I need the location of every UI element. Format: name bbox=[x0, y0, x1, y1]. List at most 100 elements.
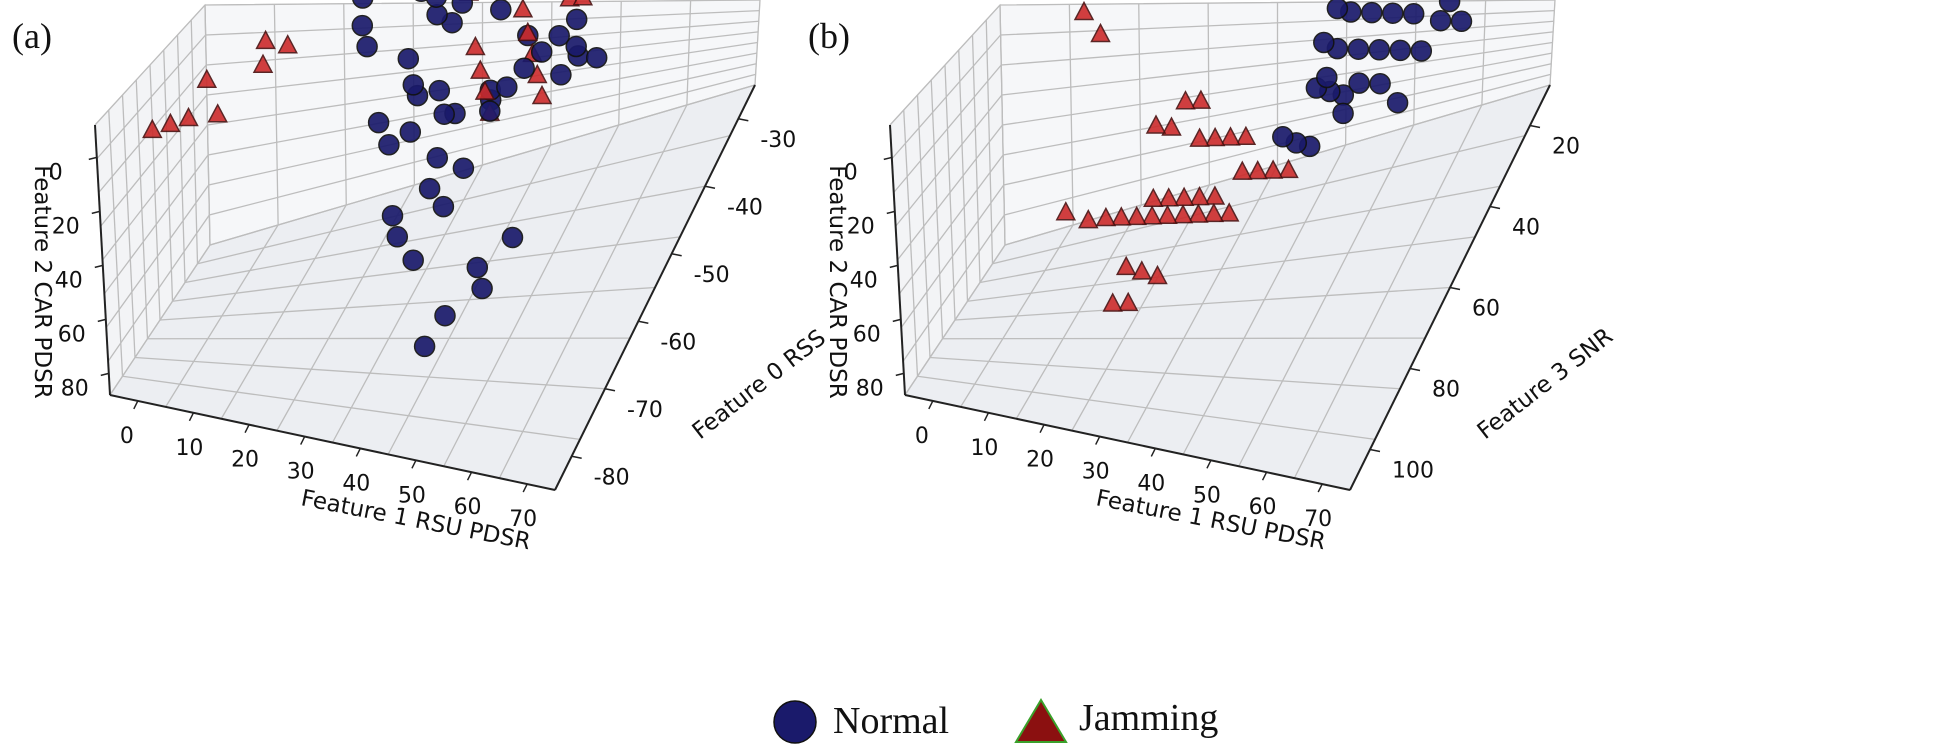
y-tick-label: 40 bbox=[1512, 216, 1540, 241]
y-tick-label: -80 bbox=[594, 465, 630, 490]
jamming-point bbox=[1158, 187, 1179, 207]
normal-point bbox=[428, 79, 451, 102]
jamming-point bbox=[1173, 186, 1195, 206]
jamming-point bbox=[1102, 292, 1123, 312]
x-tick-mark bbox=[1261, 471, 1268, 481]
jamming-point bbox=[1204, 126, 1226, 147]
jamming-point bbox=[1131, 260, 1153, 280]
x-tick-label: 0 bbox=[915, 424, 929, 449]
jamming-point bbox=[1111, 206, 1132, 226]
normal-point bbox=[1347, 38, 1370, 60]
normal-point bbox=[548, 24, 570, 47]
legend-jamming-label: Jamming bbox=[1079, 697, 1218, 739]
y-tick-label: -50 bbox=[694, 263, 730, 288]
normal-point bbox=[432, 195, 455, 218]
normal-point bbox=[1316, 66, 1338, 89]
z-tick-mark bbox=[100, 372, 109, 377]
gridline bbox=[176, 34, 186, 283]
z-tick-mark bbox=[97, 318, 106, 323]
normal-point bbox=[466, 256, 489, 279]
jamming-point bbox=[1188, 203, 1209, 223]
jamming-point bbox=[255, 29, 276, 50]
jamming-point bbox=[178, 106, 199, 127]
normal-point bbox=[356, 35, 378, 58]
legend-normal-label: Normal bbox=[833, 700, 949, 742]
gridline bbox=[184, 185, 706, 284]
normal-point bbox=[513, 57, 535, 79]
y-tick-mark bbox=[1409, 367, 1421, 372]
axis-line bbox=[554, 84, 756, 491]
jamming-point bbox=[1189, 127, 1210, 147]
z-tick-label: 40 bbox=[850, 268, 878, 293]
jamming-point bbox=[1073, 0, 1095, 21]
z-tick-mark bbox=[886, 210, 895, 215]
y-tick-mark bbox=[604, 388, 616, 392]
z-tick-mark bbox=[94, 264, 103, 269]
x-tick-mark bbox=[133, 400, 139, 410]
jamming-point bbox=[1157, 204, 1178, 224]
gridline bbox=[172, 236, 681, 302]
z-tick-label: 60 bbox=[853, 322, 881, 347]
normal-point bbox=[378, 134, 400, 156]
z-tick-mark bbox=[883, 156, 892, 161]
z-tick-label: 0 bbox=[844, 160, 858, 185]
normal-point bbox=[414, 0, 428, 3]
jamming-point bbox=[1232, 160, 1253, 180]
gridline bbox=[889, 0, 1556, 126]
jamming-point bbox=[1141, 205, 1163, 225]
y-tick-mark bbox=[671, 253, 682, 257]
x-tick-mark bbox=[1039, 424, 1045, 434]
x-tick-mark bbox=[522, 483, 528, 493]
x-tick-label: 70 bbox=[1304, 507, 1332, 532]
normal-point bbox=[434, 304, 456, 327]
jamming-point bbox=[1220, 126, 1241, 146]
y-tick-mark bbox=[1449, 286, 1461, 291]
normal-point bbox=[402, 74, 425, 96]
jamming-point bbox=[512, 0, 534, 18]
x-tick-mark bbox=[355, 448, 361, 457]
jamming-point bbox=[1055, 201, 1077, 221]
x-tick-label: 30 bbox=[287, 460, 315, 485]
normal-point bbox=[1348, 72, 1370, 94]
x-tick-mark bbox=[188, 412, 195, 422]
x-tick-mark bbox=[1317, 483, 1323, 493]
jamming-point bbox=[142, 118, 163, 139]
gridline bbox=[159, 286, 656, 321]
normal-point bbox=[565, 8, 588, 31]
jamming-point bbox=[531, 84, 553, 105]
z-tick-label: 80 bbox=[856, 376, 884, 401]
normal-point bbox=[471, 277, 493, 300]
normal-point bbox=[426, 147, 449, 169]
axis-line bbox=[889, 124, 906, 396]
z-tick-label: 0 bbox=[49, 160, 63, 185]
z-tick-mark bbox=[889, 264, 898, 269]
z-tick-mark bbox=[91, 210, 100, 215]
jamming-point bbox=[1262, 159, 1284, 179]
jamming-point bbox=[1204, 185, 1226, 205]
legend-jamming-marker bbox=[1014, 698, 1068, 743]
normal-point bbox=[501, 226, 524, 249]
y-tick-label: -30 bbox=[760, 128, 796, 153]
gridline bbox=[204, 4, 211, 246]
jamming-point bbox=[1190, 89, 1212, 109]
z-tick-label: 20 bbox=[52, 214, 80, 239]
jamming-point bbox=[1189, 185, 1210, 206]
gridline bbox=[971, 34, 981, 283]
jamming-point bbox=[1095, 206, 1117, 227]
y-tick-mark bbox=[1369, 448, 1381, 453]
y-tick-mark bbox=[571, 455, 582, 459]
x-tick-label: 10 bbox=[175, 436, 203, 461]
normal-point bbox=[1402, 3, 1425, 25]
normal-point bbox=[1382, 2, 1404, 24]
gridline bbox=[985, 19, 994, 264]
axis-line bbox=[109, 394, 556, 491]
normal-point bbox=[451, 0, 474, 14]
normal-point bbox=[1313, 31, 1335, 54]
gridline bbox=[163, 49, 174, 302]
jamming-point bbox=[470, 59, 491, 79]
jamming-point bbox=[1203, 202, 1225, 223]
jamming-point bbox=[1126, 205, 1147, 226]
normal-point bbox=[351, 14, 374, 37]
jamming-point bbox=[572, 0, 594, 6]
jamming-point bbox=[1078, 208, 1099, 229]
